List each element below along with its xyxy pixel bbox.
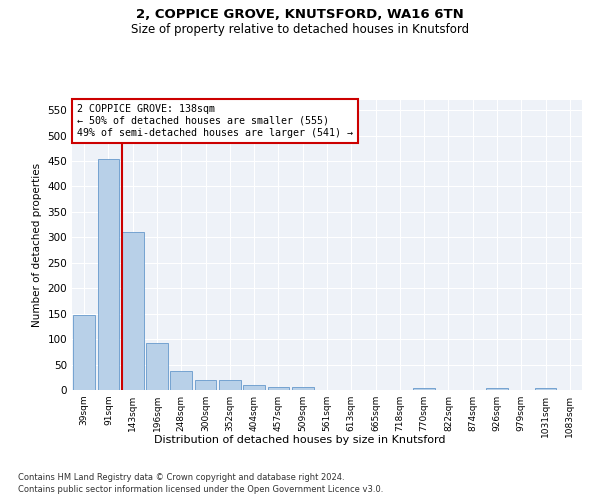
Bar: [243, 385, 265, 390]
Bar: [268, 388, 289, 390]
Bar: [122, 232, 143, 390]
Bar: [219, 380, 241, 390]
Bar: [413, 388, 435, 390]
Bar: [194, 380, 217, 390]
Bar: [170, 370, 192, 390]
Bar: [97, 158, 119, 390]
Bar: [146, 343, 168, 390]
Y-axis label: Number of detached properties: Number of detached properties: [32, 163, 42, 327]
Text: Contains HM Land Registry data © Crown copyright and database right 2024.: Contains HM Land Registry data © Crown c…: [18, 472, 344, 482]
Bar: [486, 388, 508, 390]
Text: Size of property relative to detached houses in Knutsford: Size of property relative to detached ho…: [131, 22, 469, 36]
Text: Distribution of detached houses by size in Knutsford: Distribution of detached houses by size …: [154, 435, 446, 445]
Text: 2 COPPICE GROVE: 138sqm
← 50% of detached houses are smaller (555)
49% of semi-d: 2 COPPICE GROVE: 138sqm ← 50% of detache…: [77, 104, 353, 138]
Bar: [292, 387, 314, 390]
Bar: [73, 314, 95, 390]
Text: 2, COPPICE GROVE, KNUTSFORD, WA16 6TN: 2, COPPICE GROVE, KNUTSFORD, WA16 6TN: [136, 8, 464, 20]
Text: Contains public sector information licensed under the Open Government Licence v3: Contains public sector information licen…: [18, 485, 383, 494]
Bar: [535, 388, 556, 390]
